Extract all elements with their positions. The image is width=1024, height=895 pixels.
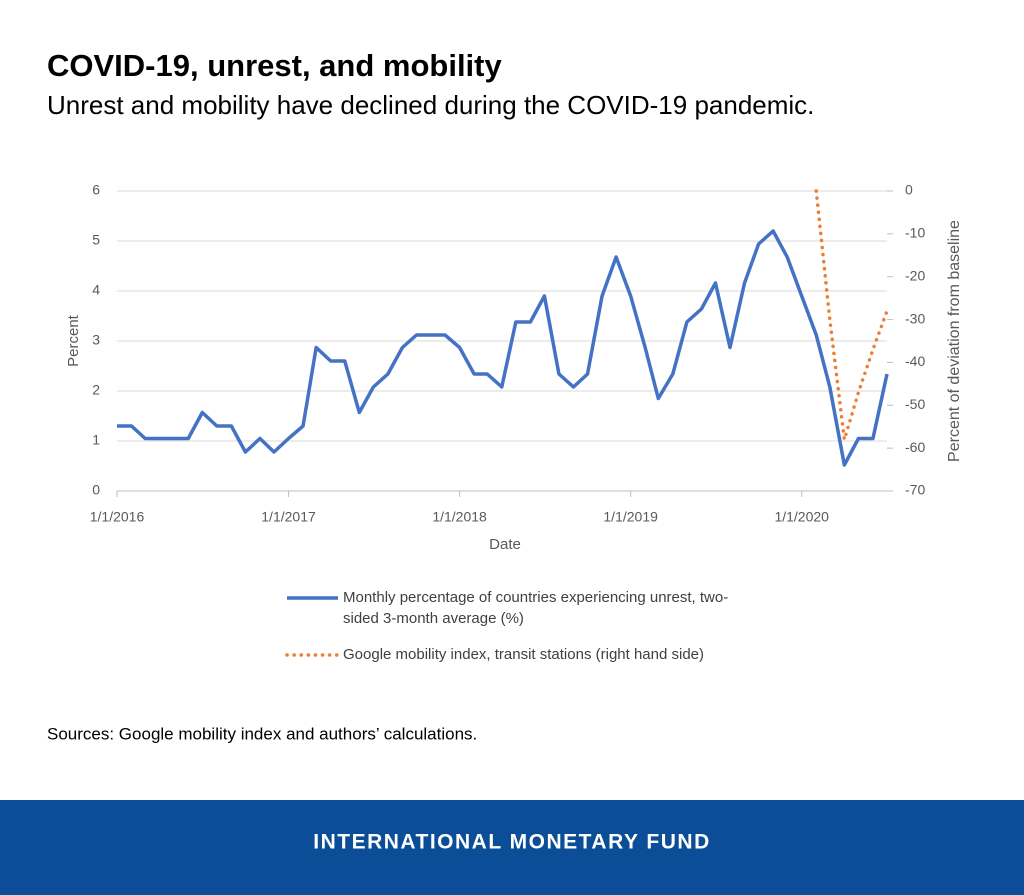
x-tick-label: 1/1/2019	[603, 509, 658, 525]
y2-tick-label: -50	[905, 396, 925, 412]
x-tick-label: 1/1/2018	[432, 509, 487, 525]
legend-entry: Google mobility index, transit stations …	[343, 646, 705, 663]
y2-tick-label: -40	[905, 353, 925, 369]
x-axis-label: Date	[489, 536, 521, 553]
x-tick-label: 1/1/2017	[261, 509, 316, 525]
y2-tick-label: 0	[905, 182, 913, 198]
y-tick-label: 2	[92, 382, 100, 398]
y2-axis-label: Percent of deviation from baseline	[946, 220, 963, 462]
y-tick-label: 0	[92, 482, 100, 498]
series-line	[814, 189, 889, 442]
source-note: Sources: Google mobility index and autho…	[47, 724, 477, 743]
y2-tick-label: -20	[905, 267, 925, 283]
y-tick-label: 5	[92, 232, 100, 248]
chart-subtitle: Unrest and mobility have declined during…	[47, 90, 814, 120]
chart-title: COVID-19, unrest, and mobility	[47, 48, 502, 83]
y-tick-label: 6	[92, 182, 100, 198]
footer-text: INTERNATIONAL MONETARY FUND	[313, 831, 711, 854]
x-tick-label: 1/1/2020	[774, 509, 829, 525]
y2-tick-label: -70	[905, 482, 925, 498]
legend-entry: Monthly percentage of countries experien…	[343, 589, 729, 627]
footer-band	[0, 800, 1024, 895]
y-tick-label: 1	[92, 432, 100, 448]
series-line	[117, 229, 889, 467]
y-tick-label: 3	[92, 332, 100, 348]
y-tick-label: 4	[92, 282, 100, 298]
y2-tick-label: -30	[905, 310, 925, 326]
y-axis-label: Percent	[65, 314, 82, 367]
x-tick-label: 1/1/2016	[90, 509, 145, 525]
y2-tick-label: -60	[905, 439, 925, 455]
y2-tick-label: -10	[905, 225, 925, 241]
